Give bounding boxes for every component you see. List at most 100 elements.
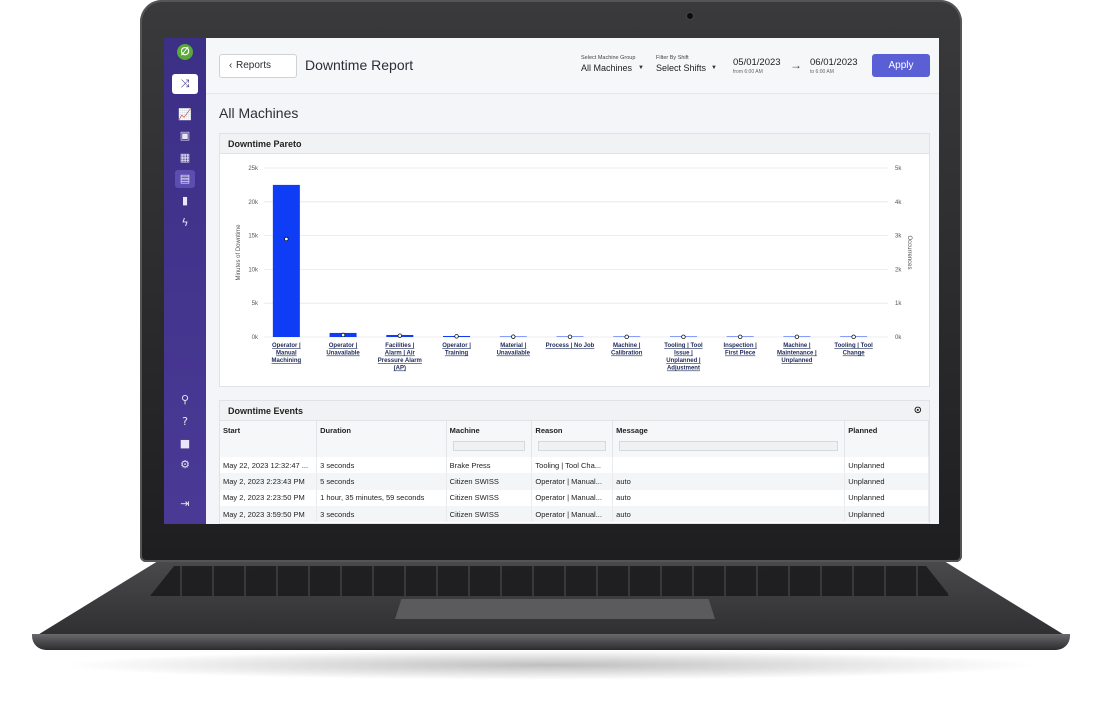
machine-filter-input[interactable] — [452, 441, 526, 451]
laptop-shadow — [60, 650, 1040, 680]
x-category-label: Process | No Job — [546, 343, 595, 349]
back-to-reports-button[interactable]: ‹ Reports — [219, 54, 297, 78]
chevron-left-icon: ‹ — [229, 60, 233, 71]
y2-tick-label: 4k — [895, 200, 902, 206]
cell-start: May 2, 2023 2:23:50 PM — [220, 489, 318, 506]
x-category-label: Adjustment — [667, 366, 700, 372]
x-category-label: Unavailable — [326, 351, 360, 357]
laptop-base-front — [32, 634, 1070, 650]
message-filter-input[interactable] — [619, 441, 839, 451]
report-icon[interactable]: ▤ — [175, 170, 195, 188]
y2-tick-label: 0k — [895, 335, 902, 341]
date-to-field[interactable]: 06/01/2023 — [810, 57, 858, 68]
date-from-field[interactable]: 05/01/2023 — [733, 57, 781, 68]
cell-message — [612, 457, 846, 474]
x-category-label: First Piece — [725, 351, 756, 357]
shuffle-icon[interactable]: ⤨ — [172, 74, 198, 94]
x-category-label: Machine | — [613, 343, 641, 349]
x-category-label: Training — [445, 351, 469, 357]
cell-duration: 1 hour, 35 minutes, 59 seconds — [316, 489, 447, 506]
pareto-chart: 0k 5k 10k 15k 20k 25k 0k 1k 2k 3k 4k 5k Minutes of D… — [220, 154, 929, 386]
occurrence-point — [681, 334, 686, 340]
cell-start: May 22, 2023 12:32:47 ... — [220, 457, 318, 474]
lightning-icon[interactable]: ϟ — [181, 216, 189, 229]
cell-machine: Citizen SWISS — [446, 489, 533, 506]
x-category-label: Tooling | Tool — [834, 343, 873, 349]
x-category-label: Machining — [272, 358, 302, 364]
section-heading: All Machines — [219, 105, 299, 121]
cell-planned: Unplanned — [844, 457, 929, 474]
lock-icon[interactable]: ■ — [179, 437, 191, 450]
gear-icon[interactable]: ⚙ — [180, 458, 190, 471]
x-category-label: Facilities | — [385, 343, 414, 349]
pareto-chart-svg: 0k 5k 10k 15k 20k 25k 0k 1k 2k 3k 4k 5k Minutes of D… — [236, 166, 912, 372]
events-table: Start Duration Machine Reason Message Pl… — [220, 421, 929, 523]
machine-group-select[interactable]: All Machines — [581, 63, 633, 73]
y2-tick-label: 1k — [895, 301, 902, 307]
column-header-machine[interactable]: Machine — [446, 421, 533, 457]
search-icon[interactable]: ⚲ — [180, 393, 190, 406]
settings-icon[interactable]: ⊙ — [913, 405, 922, 416]
table-row[interactable]: May 22, 2023 12:32:47 ... 3 seconds Brak… — [220, 457, 929, 474]
x-category-label: Machine | — [783, 343, 811, 349]
column-header-duration[interactable]: Duration — [316, 421, 447, 457]
y-tick-label: 25k — [248, 166, 259, 172]
cell-start: May 2, 2023 2:23:43 PM — [220, 473, 318, 490]
cell-start: May 2, 2023 3:59:50 PM — [220, 505, 318, 523]
line-chart-icon[interactable]: 📈 — [178, 108, 192, 121]
occurrence-point — [624, 334, 629, 340]
sidebar: ∅ ⤨ 📈 ▣ ▦ ▤ ▮ ϟ ⚲ ? ■ ⚙ ⇥ — [164, 38, 206, 524]
x-category-label: Unplanned | — [666, 358, 701, 364]
cell-reason: Tooling | Tool Cha... — [531, 457, 614, 474]
apply-button[interactable]: Apply — [872, 54, 930, 77]
logo-icon: ∅ — [177, 44, 193, 60]
back-button-label: Reports — [236, 60, 272, 71]
occurrence-point — [454, 334, 459, 339]
y-tick-label: 10k — [248, 267, 259, 273]
machine-group-label: Select Machine Group — [581, 55, 636, 61]
bar-chart-icon[interactable]: ▮ — [181, 194, 189, 207]
occurrence-point — [511, 334, 516, 339]
cell-machine: Citizen SWISS — [446, 505, 533, 523]
column-header-message[interactable]: Message — [612, 421, 846, 457]
table-row[interactable]: May 2, 2023 2:23:50 PM 1 hour, 35 minute… — [220, 489, 929, 506]
cell-planned: Unplanned — [844, 489, 929, 506]
logout-icon[interactable]: ⇥ — [180, 497, 190, 510]
x-category-label: Maintenance | — [777, 351, 817, 357]
app-screen: ∅ ⤨ 📈 ▣ ▦ ▤ ▮ ϟ ⚲ ? ■ ⚙ ⇥ ‹ Reports Down… — [164, 38, 939, 524]
y-tick-label: 0k — [252, 335, 259, 341]
column-header-start[interactable]: Start — [220, 421, 318, 457]
y2-tick-label: 2k — [895, 267, 902, 273]
camera-icon — [686, 12, 694, 20]
shift-filter-select[interactable]: Select Shifts — [656, 63, 707, 73]
calendar-icon[interactable]: ▦ — [179, 151, 191, 164]
date-to-time: to 6:00 AM — [810, 69, 834, 75]
reason-filter-input[interactable] — [538, 441, 607, 451]
date-from-time: from 6:00 AM — [733, 69, 763, 75]
x-category-label: Change — [843, 351, 866, 357]
x-category-label: Inspection | — [724, 343, 758, 349]
occurrence-point — [397, 333, 403, 338]
cell-machine: Citizen SWISS — [446, 473, 533, 490]
table-row[interactable]: May 2, 2023 2:23:43 PM 5 seconds Citizen… — [220, 473, 929, 490]
table-row[interactable]: May 2, 2023 3:59:50 PM 3 seconds Citizen… — [220, 505, 929, 523]
cell-reason: Operator | Manual... — [531, 505, 614, 523]
y2-tick-label: 3k — [895, 234, 902, 240]
chevron-down-icon: ▼ — [638, 65, 644, 71]
column-header-reason[interactable]: Reason — [531, 421, 614, 457]
chevron-down-icon: ▼ — [711, 65, 717, 71]
image-gallery-icon[interactable]: ▣ — [179, 129, 191, 142]
pareto-panel-title: Downtime Pareto — [220, 134, 929, 154]
arrow-right-icon: → — [790, 58, 802, 72]
cell-machine: Brake Press — [446, 457, 533, 474]
cell-duration: 3 seconds — [316, 505, 447, 523]
column-header-planned[interactable]: Planned — [844, 421, 929, 457]
cell-reason: Operator | Manual... — [531, 489, 614, 506]
y-tick-label: 5k — [252, 301, 259, 307]
help-icon[interactable]: ? — [182, 415, 188, 428]
occurrence-point — [737, 334, 743, 340]
cell-message: auto — [612, 473, 846, 490]
y-tick-label: 20k — [248, 200, 259, 206]
downtime-events-panel: Downtime Events ⊙ Start Duration Machine… — [219, 400, 930, 524]
